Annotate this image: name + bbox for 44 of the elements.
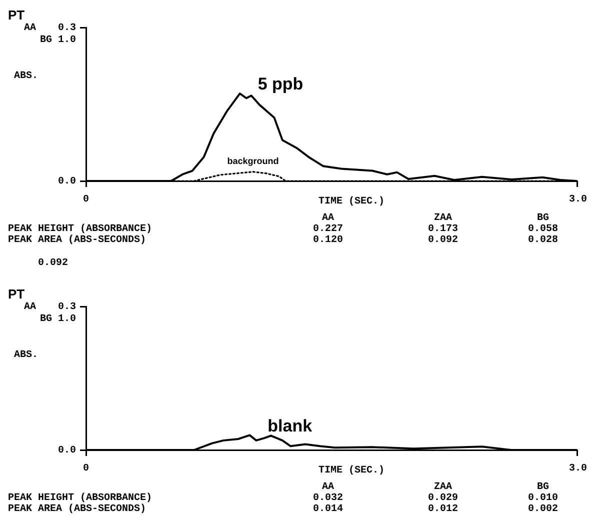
y-tick-label: 0.3 — [58, 302, 76, 314]
text: 0.120 — [312, 235, 344, 246]
text: BG — [536, 213, 550, 224]
x-axis-title: TIME (SEC.) — [318, 464, 385, 477]
text: 0.092 — [426, 235, 459, 246]
text: ZAA — [432, 482, 453, 493]
text: AA — [24, 302, 36, 314]
text: ZAA — [432, 213, 453, 224]
text: 0.173 — [426, 224, 459, 235]
text: 0.002 — [526, 504, 559, 515]
text: AA — [320, 213, 335, 224]
text: 0.092 — [38, 258, 70, 269]
annotation: blank — [268, 416, 313, 436]
text: AA — [24, 23, 36, 34]
annotation: 5 ppb — [258, 74, 304, 94]
text: PEAK HEIGHT (ABSORBANCE) — [8, 493, 154, 504]
x-tick-label: 3.0 — [568, 464, 587, 475]
text: PEAK HEIGHT (ABSORBANCE) — [8, 224, 154, 235]
y-axis-title: ABS. — [14, 71, 38, 82]
y-axis-title: ABS. — [14, 350, 38, 362]
text: BG 1.0 — [40, 35, 76, 46]
text: 0.014 — [312, 504, 344, 515]
text: BG 1.0 — [40, 314, 76, 326]
text: 0.058 — [526, 224, 559, 235]
text: PEAK AREA (ABS-SECONDS) — [8, 504, 148, 515]
text: PEAK AREA (ABS-SECONDS) — [8, 235, 148, 246]
chart-title: PT — [8, 286, 25, 302]
text: 0.032 — [312, 493, 344, 504]
x-tick-label: 0 — [82, 194, 90, 206]
x-tick-label: 0 — [82, 464, 90, 475]
text: 0.227 — [312, 224, 344, 235]
text: 0.029 — [426, 493, 459, 504]
x-tick-label: 3.0 — [568, 194, 587, 206]
y-tick-label: 0.3 — [58, 23, 76, 34]
text: 0.012 — [426, 504, 459, 515]
annotation: background — [227, 156, 279, 166]
x-axis-title: TIME (SEC.) — [318, 196, 385, 208]
chart-title: PT — [8, 7, 25, 22]
y-tick-label: 0.0 — [58, 446, 76, 457]
text: BG — [536, 482, 550, 493]
y-tick-label: 0.0 — [58, 176, 76, 188]
text: AA — [320, 482, 335, 493]
text: 0.028 — [526, 235, 559, 246]
text: 0.010 — [526, 493, 559, 504]
